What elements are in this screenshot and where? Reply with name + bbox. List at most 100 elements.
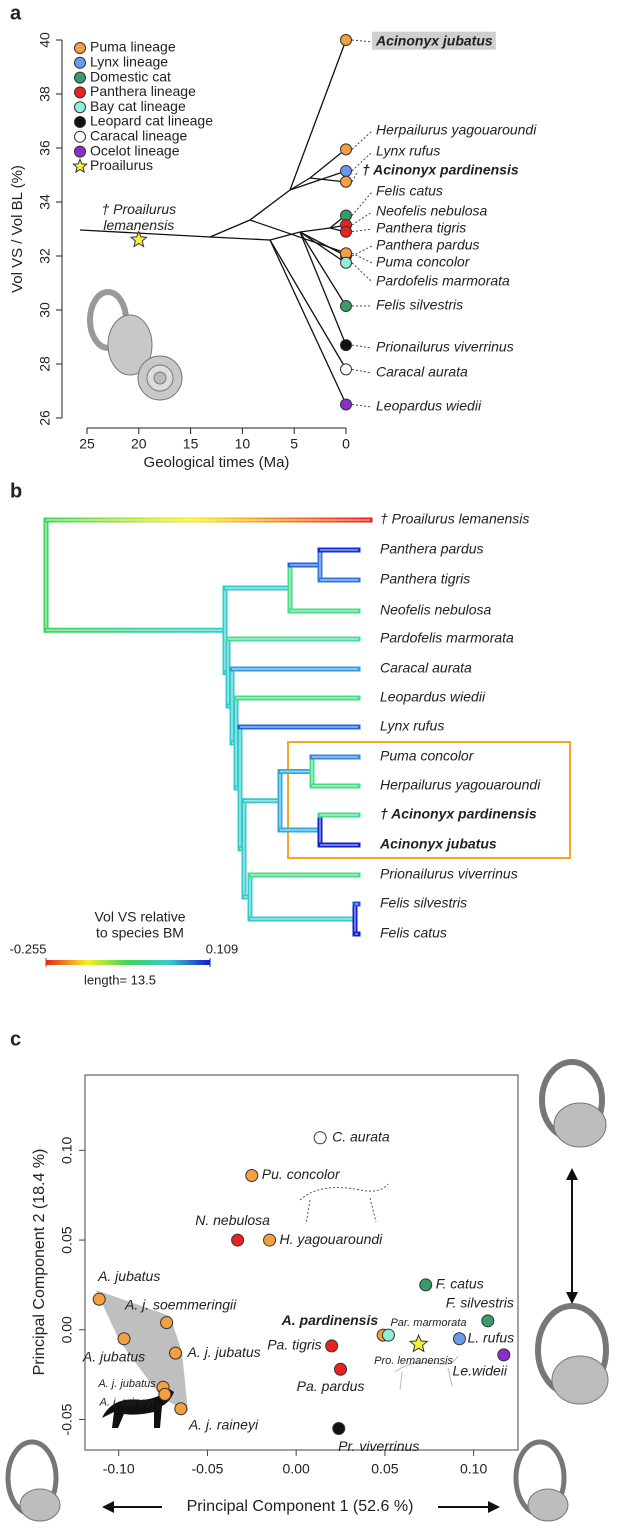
tree-branch xyxy=(309,148,347,179)
legend-marker xyxy=(74,145,86,158)
plot-frame xyxy=(84,1074,519,1451)
x-axis-label: Principal Component 1 (52.6 %) xyxy=(187,1498,414,1515)
point-label: Pa. pardus xyxy=(297,1378,365,1394)
point xyxy=(340,143,352,156)
point xyxy=(117,1332,131,1346)
x-tick-label: 15 xyxy=(183,436,199,452)
y-tick-label: 26 xyxy=(37,410,53,426)
species-label: Lynx rufus xyxy=(376,143,440,159)
point xyxy=(340,225,352,238)
x-tick-label: 0.05 xyxy=(371,1461,398,1477)
star-point xyxy=(408,1333,429,1353)
y-tick-label: 30 xyxy=(37,302,53,318)
cheetah-silhouette xyxy=(102,1388,174,1428)
tree-branch xyxy=(269,239,347,370)
tree-branch xyxy=(249,189,291,221)
y-axis-label: Vol VS / Vol BL (%) xyxy=(9,165,26,293)
point xyxy=(332,1421,346,1435)
tree-branch xyxy=(289,170,347,191)
y-tick-label: -0.05 xyxy=(59,1403,75,1435)
tree-branch xyxy=(79,229,211,238)
point-label: N. nebulosa xyxy=(195,1212,270,1228)
legend-label: Bay cat lineage xyxy=(90,98,186,114)
species-label: † Acinonyx pardinensis xyxy=(362,162,519,178)
label-line: lemanensis xyxy=(103,217,174,233)
point xyxy=(158,1387,172,1401)
leader-line xyxy=(351,245,373,257)
point-label: A. pardinensis xyxy=(281,1312,379,1328)
color-scale-bar xyxy=(46,960,210,965)
legend-marker xyxy=(74,71,86,84)
tip-label: Lynx rufus xyxy=(380,718,444,734)
point xyxy=(340,398,352,411)
x-tick-label: 0.00 xyxy=(283,1461,310,1477)
y-tick-label: 0.00 xyxy=(59,1316,75,1343)
panel-label: a xyxy=(10,2,22,24)
tip-label: Felis catus xyxy=(380,925,447,941)
ear-renderings xyxy=(5,1059,609,1522)
tip-label: † Acinonyx pardinensis xyxy=(380,806,537,822)
legend-label: Lynx lineage xyxy=(90,54,168,70)
legend-label: Caracal lineage xyxy=(90,128,187,144)
leader-line xyxy=(351,151,373,172)
tree-branch xyxy=(209,219,251,238)
x-tick-label: 5 xyxy=(290,436,298,452)
species-label: Leopardus wiedii xyxy=(376,398,482,414)
legend-marker xyxy=(74,116,86,128)
point xyxy=(452,1332,466,1346)
point-label: H. yagouaroundi xyxy=(280,1231,384,1247)
tip-label: Acinonyx jubatus xyxy=(379,836,497,852)
leader-line xyxy=(351,211,373,226)
point xyxy=(231,1233,245,1247)
legend-label: Ocelot lineage xyxy=(90,142,180,158)
point xyxy=(313,1131,327,1145)
point xyxy=(481,1314,495,1328)
point-label: A. j. jubatus xyxy=(97,1378,156,1390)
label-highlight xyxy=(372,31,496,50)
species-label: Prionailurus viverrinus xyxy=(376,339,514,355)
tip-label: Leopardus wiedii xyxy=(380,689,486,705)
tip-label: Pardofelis marmorata xyxy=(380,630,514,646)
species-label: Panthera tigris xyxy=(376,220,466,236)
point xyxy=(92,1292,106,1306)
x-tick-label: 25 xyxy=(79,436,95,452)
y-tick-label: 32 xyxy=(37,248,53,264)
point xyxy=(174,1402,188,1416)
color-scale-min-label: -0.255 xyxy=(10,941,47,956)
species-label: Felis catus xyxy=(376,183,443,199)
species-label: Caracal aurata xyxy=(376,364,468,380)
legend-label: Leopard cat lineage xyxy=(90,113,213,129)
legend-marker xyxy=(74,56,86,69)
point-label: A. jubatus xyxy=(97,1268,160,1284)
tree-branch xyxy=(289,39,347,191)
y-tick-label: 36 xyxy=(37,140,53,156)
leader-line xyxy=(351,39,373,43)
species-label: Pardofelis marmorata xyxy=(376,273,510,289)
point xyxy=(325,1339,339,1353)
leader-line xyxy=(351,170,359,182)
star-point xyxy=(129,230,148,248)
x-tick-label: -0.05 xyxy=(191,1461,223,1477)
point xyxy=(160,1316,174,1330)
branch-length-label: length= 13.5 xyxy=(84,972,156,987)
point-label: Pu. concolor xyxy=(262,1166,341,1182)
tip-label: † Proailurus lemanensis xyxy=(380,511,529,527)
tree-branch xyxy=(299,227,331,233)
point-label: Par. marmorata xyxy=(390,1317,466,1329)
x-tick-label: 10 xyxy=(235,436,251,452)
color-scale-title: to species BM xyxy=(96,925,184,941)
point xyxy=(340,175,352,188)
inner-ear-illustration xyxy=(87,289,183,401)
x-tick-label: -0.10 xyxy=(103,1461,135,1477)
legend-marker xyxy=(72,158,88,174)
leader-line xyxy=(351,191,373,216)
tree-branch xyxy=(299,231,347,307)
tree-branch xyxy=(209,236,271,241)
highlight-box xyxy=(287,741,571,859)
tree-branch xyxy=(299,231,347,257)
point xyxy=(419,1278,433,1292)
point-label: A. j. jubatus xyxy=(187,1344,261,1360)
point xyxy=(497,1348,511,1362)
species-label: Panthera pardus xyxy=(376,237,480,253)
